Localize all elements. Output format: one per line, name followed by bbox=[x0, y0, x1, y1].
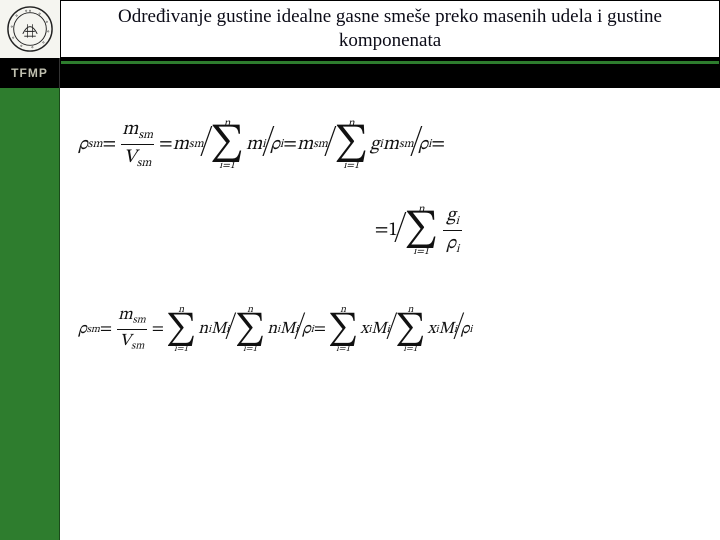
left-rail: TFMP bbox=[0, 0, 60, 540]
left-green-bar bbox=[0, 88, 60, 540]
equation-2: = 1 ⁄ n ∑ i=1 gi ρi bbox=[138, 204, 702, 258]
tfmp-label: TFMP bbox=[11, 66, 48, 80]
slide-content: ρsm = msm Vsm = msm ⁄ n ∑ i=1 mi ⁄ ρi = … bbox=[60, 88, 720, 540]
equation-3: ρsm = msm Vsm = n ∑ i=1 ni Mi ⁄ n ∑ i=1 … bbox=[78, 305, 702, 353]
equation-1: ρsm = msm Vsm = msm ⁄ n ∑ i=1 mi ⁄ ρi = … bbox=[78, 118, 702, 172]
seal-icon bbox=[6, 5, 54, 53]
tfmp-box: TFMP bbox=[0, 58, 60, 88]
slide-header: Određivanje gustine idealne gasne smeše … bbox=[60, 0, 720, 58]
slide-title: Određivanje gustine idealne gasne smeše … bbox=[61, 3, 719, 55]
slide-subheader-bar bbox=[60, 58, 720, 88]
university-logo bbox=[0, 0, 60, 58]
